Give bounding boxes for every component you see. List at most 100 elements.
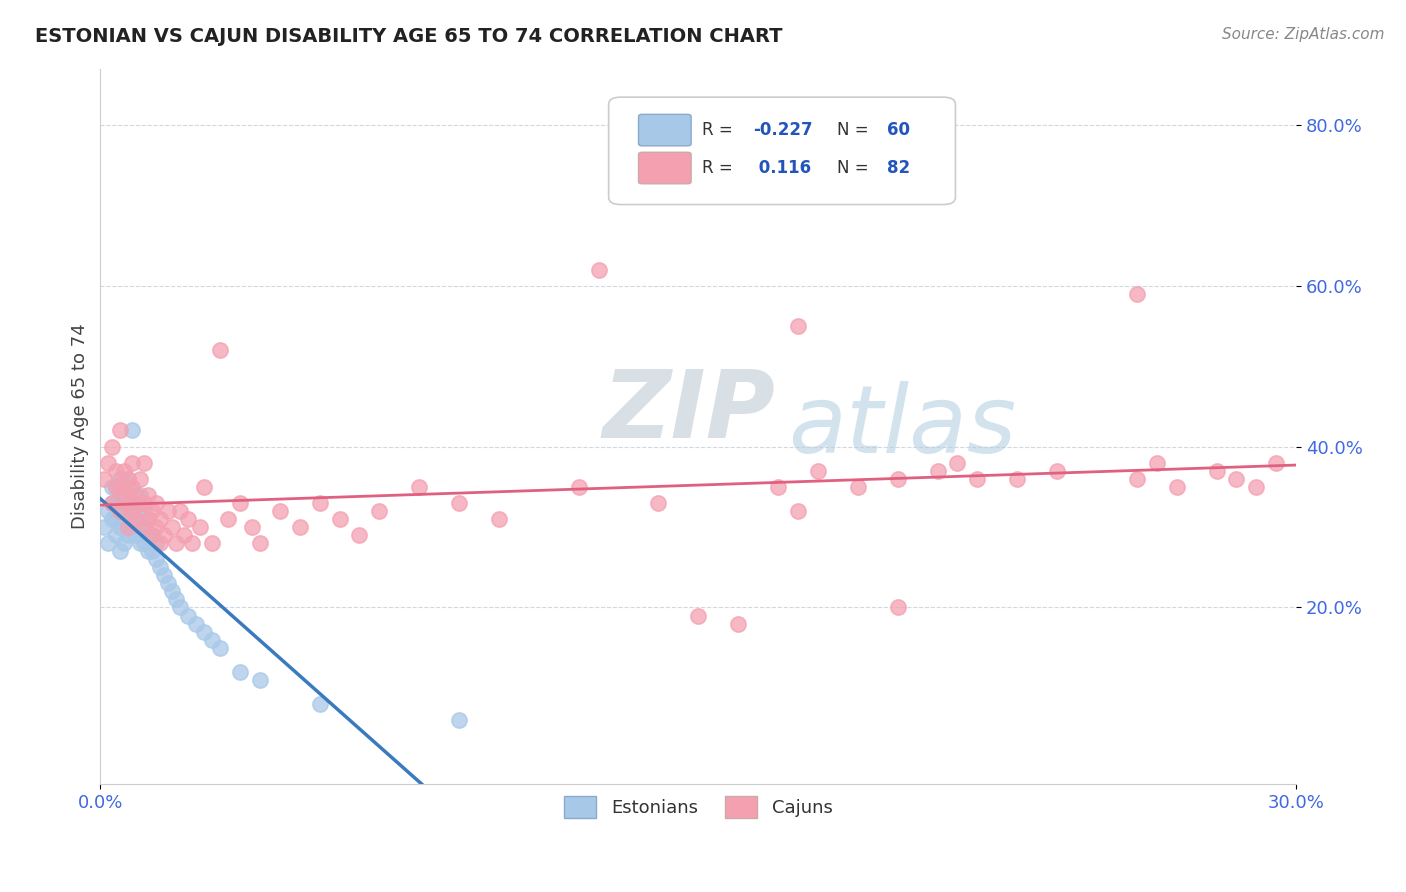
- Point: [134, 504, 156, 518]
- Point: [112, 464, 135, 478]
- Point: [110, 520, 132, 534]
- Point: [217, 512, 239, 526]
- Point: [112, 496, 135, 510]
- Point: [368, 504, 391, 518]
- Point: [105, 512, 128, 526]
- FancyBboxPatch shape: [638, 114, 692, 145]
- Text: 82: 82: [887, 159, 911, 177]
- Point: [1005, 472, 1028, 486]
- Point: [201, 536, 224, 550]
- Point: [1166, 480, 1188, 494]
- Text: atlas: atlas: [787, 381, 1017, 472]
- Point: [1126, 286, 1149, 301]
- Point: [1126, 472, 1149, 486]
- Point: [153, 568, 176, 582]
- Point: [149, 560, 172, 574]
- Point: [349, 528, 371, 542]
- Point: [886, 472, 908, 486]
- Point: [110, 472, 132, 486]
- Point: [141, 528, 163, 542]
- Point: [129, 536, 152, 550]
- Text: N =: N =: [837, 121, 875, 139]
- Point: [105, 528, 128, 542]
- Point: [121, 520, 143, 534]
- Point: [488, 512, 510, 526]
- Point: [208, 343, 231, 357]
- Point: [117, 496, 139, 510]
- Point: [169, 600, 191, 615]
- Point: [97, 536, 120, 550]
- Point: [1205, 464, 1227, 478]
- Point: [112, 512, 135, 526]
- Point: [129, 520, 152, 534]
- Point: [136, 512, 159, 526]
- Point: [927, 464, 949, 478]
- Point: [846, 480, 869, 494]
- Legend: Estonians, Cajuns: Estonians, Cajuns: [557, 789, 839, 825]
- Point: [157, 576, 180, 591]
- Point: [149, 512, 172, 526]
- Point: [145, 552, 167, 566]
- Point: [117, 512, 139, 526]
- Point: [105, 496, 128, 510]
- Point: [727, 616, 749, 631]
- Point: [240, 520, 263, 534]
- Point: [688, 608, 710, 623]
- Point: [145, 520, 167, 534]
- Point: [101, 512, 124, 526]
- Text: 0.116: 0.116: [754, 159, 811, 177]
- Text: R =: R =: [702, 159, 738, 177]
- Point: [125, 528, 148, 542]
- Point: [93, 520, 115, 534]
- Y-axis label: Disability Age 65 to 74: Disability Age 65 to 74: [72, 324, 89, 529]
- Point: [117, 528, 139, 542]
- Point: [110, 480, 132, 494]
- Point: [288, 520, 311, 534]
- Text: R =: R =: [702, 121, 738, 139]
- Point: [328, 512, 350, 526]
- Point: [568, 480, 591, 494]
- Point: [308, 496, 330, 510]
- Point: [165, 536, 187, 550]
- Point: [129, 472, 152, 486]
- Point: [101, 496, 124, 510]
- Point: [169, 504, 191, 518]
- Point: [886, 600, 908, 615]
- Point: [136, 512, 159, 526]
- Point: [112, 488, 135, 502]
- Point: [181, 536, 204, 550]
- Point: [110, 488, 132, 502]
- Point: [117, 480, 139, 494]
- Text: Source: ZipAtlas.com: Source: ZipAtlas.com: [1222, 27, 1385, 42]
- Point: [249, 673, 271, 687]
- Point: [134, 536, 156, 550]
- Point: [129, 504, 152, 518]
- Point: [136, 544, 159, 558]
- Point: [201, 632, 224, 647]
- Point: [125, 512, 148, 526]
- Point: [117, 472, 139, 486]
- FancyBboxPatch shape: [609, 97, 956, 204]
- Point: [141, 504, 163, 518]
- Point: [125, 488, 148, 502]
- Point: [97, 504, 120, 518]
- Point: [157, 504, 180, 518]
- Point: [117, 472, 139, 486]
- Point: [93, 472, 115, 486]
- Point: [807, 464, 830, 478]
- Point: [449, 496, 471, 510]
- Point: [308, 697, 330, 711]
- Point: [160, 520, 183, 534]
- Point: [787, 504, 810, 518]
- Point: [647, 496, 669, 510]
- Point: [449, 713, 471, 727]
- Point: [153, 528, 176, 542]
- Point: [1246, 480, 1268, 494]
- Point: [160, 584, 183, 599]
- Point: [101, 440, 124, 454]
- Point: [177, 608, 200, 623]
- Point: [145, 536, 167, 550]
- Point: [134, 520, 156, 534]
- Point: [177, 512, 200, 526]
- Point: [121, 512, 143, 526]
